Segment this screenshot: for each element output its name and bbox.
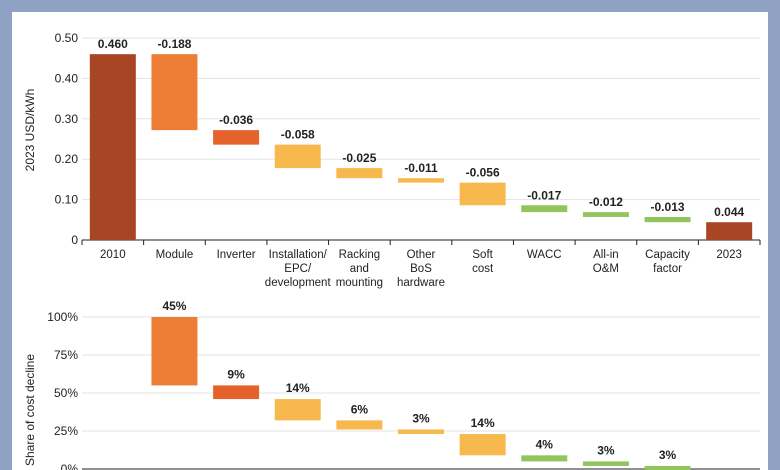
bottom-value-labels: 45% 9% 14% 6% 3% 14% 4% 3% 3% <box>162 299 676 462</box>
top-category-label: Other BoS hardware <box>397 249 445 289</box>
top-value-label: -0.058 <box>281 128 315 142</box>
top-category-label: Capacity factor <box>645 249 690 275</box>
top-category-label: 2010 <box>100 249 126 261</box>
top-value-labels: 0.460 -0.188 -0.036 -0.058 -0.025 -0.011 -0.05… <box>98 37 745 219</box>
top-category-labels: 2010 Module Inverter Installation/EPC/devel… <box>100 249 742 289</box>
bottom-y-tick-label: 0% <box>61 462 79 470</box>
top-value-label: -0.025 <box>342 151 376 165</box>
top-value-label: -0.017 <box>527 188 561 202</box>
top-value-label: -0.036 <box>219 113 253 127</box>
bottom-bar <box>336 420 383 430</box>
bottom-bar <box>644 465 691 470</box>
bottom-bar <box>151 317 198 386</box>
bottom-value-label: 6% <box>351 402 369 416</box>
bottom-bar <box>521 455 568 462</box>
top-y-tick-label: 0.30 <box>55 112 79 126</box>
top-value-label: -0.188 <box>157 37 191 51</box>
bottom-bar <box>274 399 321 421</box>
bottom-bar <box>213 385 260 400</box>
bottom-y-axis-label: Share of cost decline <box>23 354 37 466</box>
bottom-bar <box>582 461 629 466</box>
waterfall-charts: 0 0.10 0.20 0.30 0.40 0.50 2010 Module Inverter… <box>23 31 761 470</box>
bottom-y-tick-label: 50% <box>54 386 78 400</box>
bottom-y-tick-label: 25% <box>54 424 78 438</box>
top-category-label: WACC <box>527 249 562 261</box>
top-bar <box>398 178 444 183</box>
top-bar <box>213 130 260 145</box>
bottom-value-label: 14% <box>286 381 310 395</box>
bottom-bars <box>151 317 691 470</box>
top-y-axis-label: 2023 USD/kWh <box>23 89 37 172</box>
bottom-value-label: 4% <box>536 437 554 451</box>
top-y-tick-label: 0.10 <box>55 193 79 207</box>
top-value-label: -0.013 <box>651 200 685 214</box>
chart-panel: 0 0.10 0.20 0.30 0.40 0.50 2010 Module Inverter… <box>12 12 768 470</box>
top-bar <box>521 205 568 213</box>
top-value-label: 0.460 <box>98 37 128 51</box>
bottom-bar <box>398 429 444 435</box>
top-category-label: Installation/EPC/development <box>265 249 332 289</box>
bottom-value-label: 3% <box>659 448 677 462</box>
top-y-tick-label: 0.20 <box>55 152 79 166</box>
top-value-label: -0.011 <box>404 161 438 175</box>
top-bar <box>89 54 136 240</box>
top-y-tick-label: 0.40 <box>55 71 79 85</box>
top-bar <box>582 212 629 217</box>
top-value-label: 0.044 <box>714 205 744 219</box>
bottom-y-tick-label: 75% <box>54 348 78 362</box>
bottom-value-label: 3% <box>412 411 430 425</box>
bottom-value-label: 14% <box>471 416 495 430</box>
top-category-label: 2023 <box>716 249 742 261</box>
top-category-label: Inverter <box>217 249 256 261</box>
top-category-label: All-in O&M <box>593 249 619 275</box>
top-bars <box>89 54 753 240</box>
bottom-value-label: 3% <box>597 443 615 457</box>
top-category-label: Soft cost <box>472 249 494 275</box>
top-category-label: Module <box>156 249 194 261</box>
bottom-y-tick-label: 100% <box>47 310 78 324</box>
top-bar <box>274 144 321 169</box>
top-value-label: -0.012 <box>589 195 623 209</box>
top-value-label: -0.056 <box>466 166 500 180</box>
bottom-value-label: 9% <box>227 367 245 381</box>
bottom-value-label: 45% <box>162 299 186 313</box>
top-y-tick-label: 0 <box>71 233 78 247</box>
top-category-label: Racking and mounting <box>336 249 383 289</box>
top-bar <box>706 222 753 240</box>
top-y-tick-label: 0.50 <box>55 31 79 45</box>
bottom-bar <box>459 434 506 456</box>
top-bar <box>151 54 198 131</box>
top-bar <box>459 182 506 206</box>
bottom-y-ticks: 0% 25% 50% 75% 100% <box>47 310 78 470</box>
top-bar <box>644 216 691 223</box>
top-y-ticks: 0 0.10 0.20 0.30 0.40 0.50 <box>55 31 79 247</box>
top-bar <box>336 168 383 179</box>
